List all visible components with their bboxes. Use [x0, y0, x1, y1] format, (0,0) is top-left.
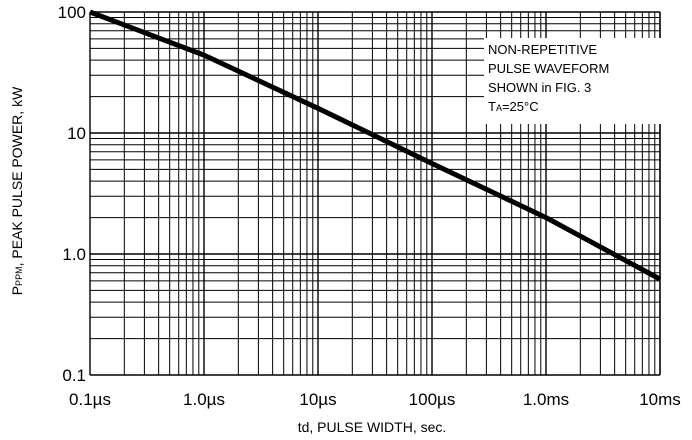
annotation-line-1: NON-REPETITIVE	[488, 42, 597, 57]
y-axis-label: PPPM, PEAK PULSE POWER, kW	[9, 86, 25, 295]
x-tick-label: 1.0ms	[523, 390, 569, 409]
x-tick-label: 10µs	[299, 390, 336, 409]
y-tick-label: 100	[58, 3, 86, 22]
y-tick-label: 1.0	[62, 245, 86, 264]
x-tick-labels: 0.1µs 1.0µs 10µs 100µs 1.0ms 10ms	[69, 390, 681, 409]
series-line-0	[89, 9, 662, 282]
y-tick-labels: 0.1 1.0 10 100	[58, 3, 86, 385]
y-label-text: , PEAK PULSE POWER, kW	[9, 86, 25, 266]
temp-value: =25°C	[502, 99, 539, 114]
x-tick-label: 10ms	[639, 390, 681, 409]
temp-symbol: T	[488, 99, 496, 114]
y-tick-label: 10	[67, 124, 86, 143]
y-label-subscript: PPM	[14, 266, 24, 286]
grid-lines	[89, 11, 661, 376]
temp-subscript: A	[496, 103, 502, 113]
x-tick-label: 100µs	[409, 390, 456, 409]
series-layer	[89, 9, 662, 282]
x-axis-label: td, PULSE WIDTH, sec.	[298, 419, 447, 435]
annotation-temperature: TA=25°C	[488, 99, 539, 114]
annotation-background	[484, 38, 666, 124]
x-tick-label: 0.1µs	[69, 390, 111, 409]
annotation-line-3: SHOWN in FIG. 3	[488, 80, 591, 95]
y-label-symbol: P	[9, 286, 25, 295]
annotation-line-2: PULSE WAVEFORM	[488, 61, 609, 76]
y-tick-label: 0.1	[62, 366, 86, 385]
x-tick-label: 1.0µs	[183, 390, 225, 409]
annotation-box: NON-REPETITIVE PULSE WAVEFORM SHOWN in F…	[488, 42, 609, 114]
